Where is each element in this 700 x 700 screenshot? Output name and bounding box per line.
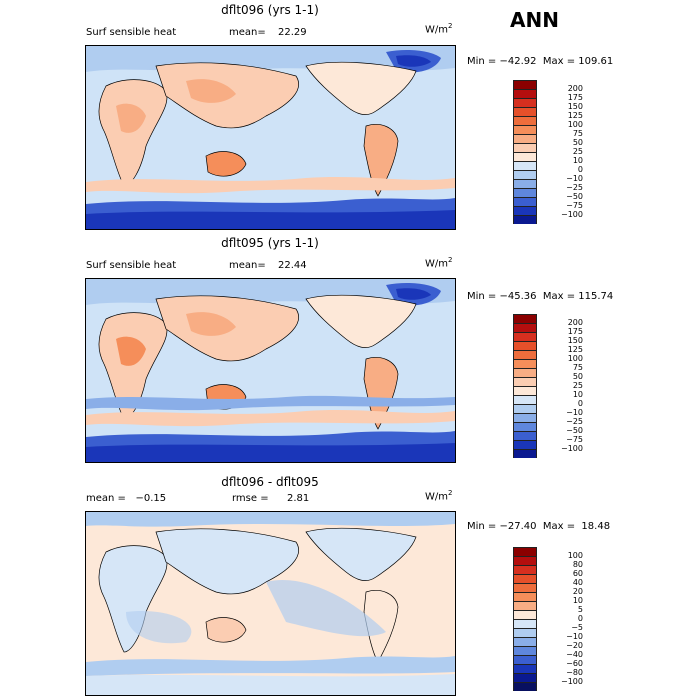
- world-map-top: [85, 45, 456, 230]
- cbar-tick: 5: [577, 605, 583, 614]
- variable-label: Surf sensible heat: [86, 27, 177, 38]
- cbar-tick: 100: [567, 120, 583, 129]
- min-max-label: Min = −27.40 Max = 18.48: [467, 521, 611, 532]
- cbar-tick: −60: [566, 659, 583, 668]
- cbar-tick: 0: [577, 165, 583, 174]
- map-svg: [86, 512, 455, 695]
- min-max-label: Min = −45.36 Max = 115.74: [467, 291, 614, 302]
- stat-value: 2.81: [287, 493, 310, 504]
- cbar-tick: −10: [566, 632, 583, 641]
- cbar-tick: 0: [577, 614, 583, 623]
- cbar-tick: 60: [572, 569, 583, 578]
- stat-label: mean=: [229, 27, 266, 38]
- cbar-tick: 150: [567, 336, 583, 345]
- stat-value: 22.29: [278, 27, 307, 38]
- cbar-tick: 175: [567, 327, 583, 336]
- cbar-tick: 20: [572, 587, 583, 596]
- min-max-label: Min = −42.92 Max = 109.61: [467, 56, 614, 67]
- cbar-tick: −50: [566, 426, 583, 435]
- cbar-tick: 100: [567, 354, 583, 363]
- cbar-tick: 150: [567, 102, 583, 111]
- cbar-tick: 175: [567, 93, 583, 102]
- cbar-tick: −25: [566, 417, 583, 426]
- cbar-tick: 200: [567, 84, 583, 93]
- cbar-tick: 50: [572, 138, 583, 147]
- panel-title: dflt096 - dflt095: [221, 475, 319, 489]
- cbar-tick: 100: [567, 551, 583, 560]
- units-label: W/m2: [425, 256, 453, 270]
- cbar-tick: −20: [566, 641, 583, 650]
- cbar-tick: −100: [561, 444, 583, 453]
- cbar-tick: 40: [572, 578, 583, 587]
- cbar-tick: 0: [577, 399, 583, 408]
- cbar-tick: −40: [566, 650, 583, 659]
- map-svg: [86, 46, 455, 229]
- cbar-tick: −50: [566, 192, 583, 201]
- cbar-tick: 10: [572, 156, 583, 165]
- stat-label: mean=: [229, 260, 266, 271]
- cbar-tick: 125: [567, 345, 583, 354]
- cbar-tick: −10: [566, 408, 583, 417]
- cbar-tick: −5: [571, 623, 583, 632]
- units-label: W/m2: [425, 489, 453, 503]
- panel-title: dflt095 (yrs 1-1): [221, 236, 319, 250]
- world-map-middle: [85, 278, 456, 463]
- cbar-tick: −80: [566, 668, 583, 677]
- stat-value: 22.44: [278, 260, 307, 271]
- cbar-tick: −75: [566, 435, 583, 444]
- stat-label: rmse =: [232, 493, 269, 504]
- cbar-tick: 25: [572, 147, 583, 156]
- cbar-tick: 200: [567, 318, 583, 327]
- color-bar-top: 200 175 150 125 100 75 50 25 10 0 −10 −2…: [513, 80, 583, 224]
- color-bar-bottom: 100 80 60 40 20 10 5 0 −5 −10 −20 −40 −6…: [513, 547, 583, 691]
- cbar-tick: −10: [566, 174, 583, 183]
- cbar-tick: 10: [572, 596, 583, 605]
- world-map-difference: [85, 511, 456, 696]
- cbar-tick: 10: [572, 390, 583, 399]
- panel-title: dflt096 (yrs 1-1): [221, 3, 319, 17]
- map-svg: [86, 279, 455, 462]
- cbar-tick: −100: [561, 677, 583, 686]
- units-label: W/m2: [425, 22, 453, 36]
- cbar-tick: 50: [572, 372, 583, 381]
- cbar-tick: 80: [572, 560, 583, 569]
- cbar-tick: −75: [566, 201, 583, 210]
- color-bar-middle: 200 175 150 125 100 75 50 25 10 0 −10 −2…: [513, 314, 583, 458]
- cbar-tick: 25: [572, 381, 583, 390]
- cbar-tick: −100: [561, 210, 583, 219]
- cbar-tick: 125: [567, 111, 583, 120]
- cbar-tick: 75: [572, 129, 583, 138]
- mean-diff-label: mean = −0.15: [86, 493, 167, 504]
- season-label: ANN: [510, 8, 559, 32]
- cbar-tick: −25: [566, 183, 583, 192]
- variable-label: Surf sensible heat: [86, 260, 177, 271]
- cbar-tick: 75: [572, 363, 583, 372]
